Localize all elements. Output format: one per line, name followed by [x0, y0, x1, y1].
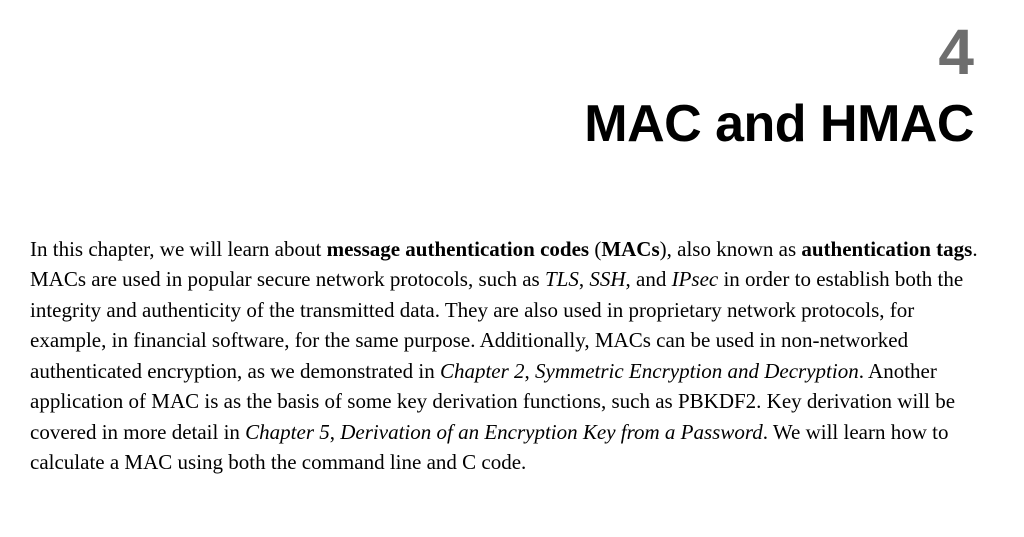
text-segment: In this chapter, we will learn about [30, 237, 327, 261]
italic-ssh: SSH [589, 267, 625, 291]
chapter-title: MAC and HMAC [30, 94, 984, 154]
italic-chapter2: Chapter 2 [440, 359, 525, 383]
italic-chapter5-title: Derivation of an Encryption Key from a P… [340, 420, 763, 444]
bold-macs-abbr: MACs [601, 237, 659, 261]
italic-chapter2-title: Symmetric Encryption and Decryption [535, 359, 859, 383]
text-segment: , [525, 359, 536, 383]
text-segment: , and [626, 267, 672, 291]
text-segment: , [579, 267, 590, 291]
text-segment: ( [589, 237, 601, 261]
chapter-number: 4 [30, 20, 984, 84]
bold-auth-tags: authentication tags [801, 237, 972, 261]
text-segment: ), also known as [660, 237, 802, 261]
italic-ipsec: IPsec [672, 267, 719, 291]
italic-chapter5: Chapter 5 [245, 420, 330, 444]
text-segment: , [330, 420, 341, 444]
bold-macs-full: message authentication codes [327, 237, 589, 261]
intro-paragraph: In this chapter, we will learn about mes… [30, 234, 984, 478]
italic-tls: TLS [545, 267, 579, 291]
